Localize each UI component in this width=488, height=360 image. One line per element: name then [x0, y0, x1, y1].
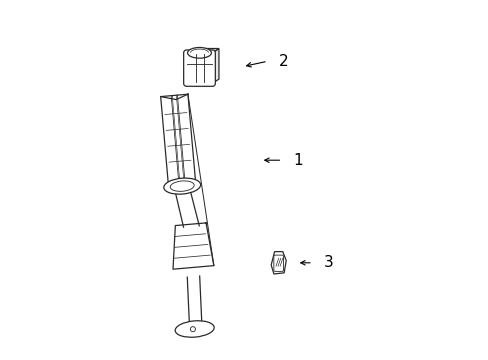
Text: 3: 3: [323, 255, 333, 270]
Circle shape: [190, 327, 195, 332]
Polygon shape: [271, 252, 285, 274]
FancyBboxPatch shape: [273, 255, 283, 271]
Text: 1: 1: [292, 153, 302, 168]
Ellipse shape: [175, 321, 214, 337]
Ellipse shape: [163, 178, 200, 194]
Polygon shape: [212, 49, 219, 84]
Ellipse shape: [170, 181, 194, 192]
FancyBboxPatch shape: [183, 50, 215, 86]
Polygon shape: [187, 49, 219, 53]
Text: 2: 2: [278, 54, 288, 69]
Ellipse shape: [187, 48, 211, 58]
